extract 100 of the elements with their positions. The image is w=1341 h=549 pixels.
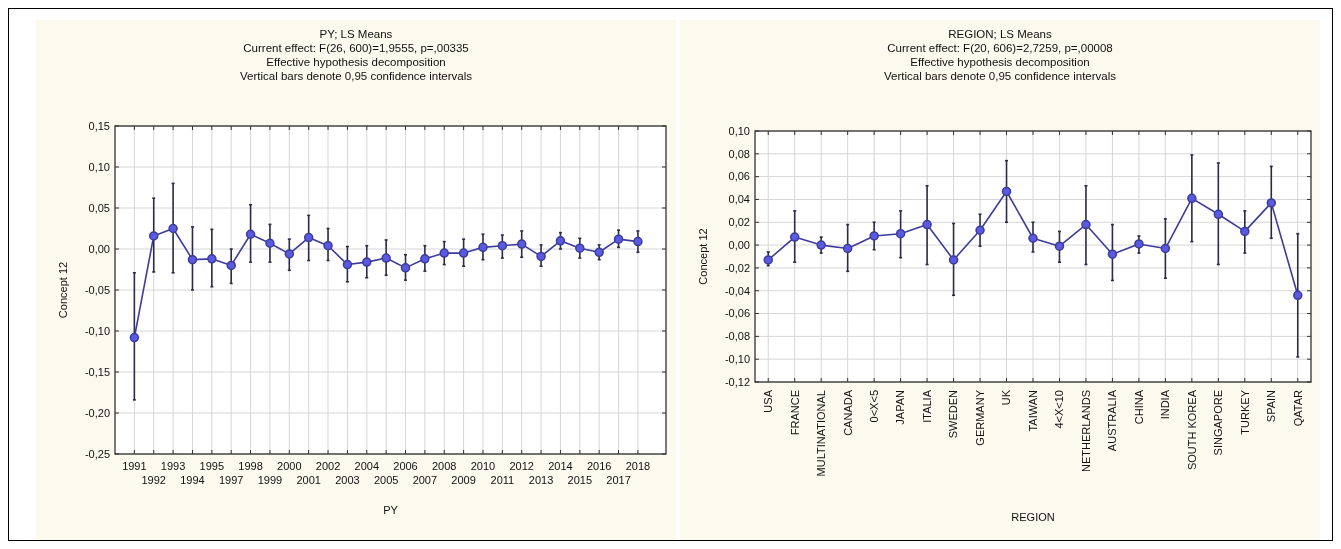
point	[1001, 186, 1012, 197]
point	[536, 251, 546, 262]
point	[763, 255, 773, 265]
x-tick-label: 4<X<10	[1053, 390, 1066, 429]
y-tick-label: -0,04	[724, 284, 750, 297]
point	[439, 248, 449, 258]
chart-title: PY; LS Means	[319, 28, 393, 40]
point	[148, 231, 159, 241]
point	[342, 259, 353, 270]
point	[265, 238, 275, 249]
x-tick-label: AUSTRALIA	[1106, 389, 1119, 452]
y-tick-label: -0,06	[724, 307, 750, 320]
point	[1107, 249, 1118, 259]
y-tick-label: 0,05	[88, 201, 110, 214]
chart-subtitle: Current effect: F(26, 600)=1,9555, p=,00335	[243, 42, 469, 54]
point	[458, 248, 469, 258]
y-axis-title: Concept 12	[57, 261, 69, 319]
x-tick-label: 2011	[490, 474, 515, 486]
x-tick-label: 2014	[548, 460, 573, 472]
x-tick-label: 1999	[257, 474, 283, 486]
y-tick-label: 0,06	[728, 170, 750, 183]
text: Vertical bars denote 0,95 confidence intervals	[883, 70, 1117, 82]
point	[975, 225, 985, 236]
point	[245, 229, 256, 239]
y-tick-label: 0,00	[88, 242, 110, 255]
point	[1293, 290, 1303, 301]
point	[1187, 193, 1197, 204]
y-tick-label: 0,00	[728, 238, 750, 251]
point	[381, 253, 391, 263]
x-tick-label: 2000	[277, 460, 302, 472]
x-tick-label: TURKEY	[1238, 389, 1251, 435]
x-tick-label: 2003	[335, 474, 360, 486]
point	[633, 236, 643, 247]
y-axis-title: Concept 12	[697, 228, 709, 285]
point	[1054, 241, 1065, 251]
y-tick-label: -0,12	[724, 375, 750, 388]
x-tick-label: GERMANY	[973, 389, 986, 446]
x-tick-label: 2007	[412, 474, 438, 486]
y-tick-label: -0,08	[724, 330, 750, 343]
point	[922, 219, 932, 230]
x-axis-title: REGION	[1011, 511, 1055, 523]
point	[575, 243, 585, 253]
x-tick-label: SWEDEN	[947, 389, 960, 439]
x-tick-label: 2012	[509, 460, 534, 472]
x-tick-label: CHINA	[1132, 389, 1145, 425]
x-tick-label: NETHERLANDS	[1079, 390, 1092, 472]
point	[816, 240, 826, 250]
point	[400, 263, 411, 273]
x-tick-label: SOUTH KOREA	[1185, 389, 1198, 471]
x-tick-label: 2001	[296, 474, 321, 486]
x-tick-label: 2005	[373, 474, 399, 486]
x-tick-label: ITALIA	[920, 389, 933, 423]
y-tick-label: -0,10	[724, 353, 750, 366]
point	[895, 228, 906, 239]
chart-subtitle: Current effect: F(20, 606)=2,7259, p=,00008	[887, 42, 1113, 54]
text: Effective hypothesis decomposition	[266, 56, 446, 68]
x-tick-label: SINGAPORE	[1212, 390, 1225, 456]
point	[1081, 219, 1091, 230]
point	[1134, 239, 1144, 249]
x-tick-label: 2017	[606, 474, 631, 486]
x-tick-label: 0<X<5	[867, 390, 880, 423]
point	[1160, 243, 1171, 254]
point	[284, 249, 295, 259]
point	[789, 232, 800, 242]
x-tick-label: 2004	[354, 460, 380, 472]
point	[323, 240, 333, 251]
point	[497, 240, 508, 251]
x-tick-label: 2016	[586, 460, 612, 472]
x-tick-label: TAIWAN	[1026, 389, 1039, 432]
y-tick-label: -0,05	[84, 283, 110, 296]
x-tick-label: 2015	[567, 474, 593, 486]
point	[226, 260, 236, 271]
y-tick-label: 0,10	[88, 160, 110, 173]
x-tick-label: 2018	[625, 460, 651, 472]
x-tick-label: 2008	[432, 460, 457, 472]
point	[420, 254, 430, 264]
x-tick-label: 2013	[528, 474, 554, 486]
point	[478, 242, 488, 253]
chart-title: REGION; LS Means	[948, 28, 1053, 40]
x-tick-label: JAPAN	[894, 389, 907, 425]
y-tick-label: -0,25	[84, 447, 110, 460]
x-tick-label: 1993	[160, 460, 186, 472]
y-tick-label: 0,10	[728, 124, 750, 137]
x-tick-label: SPAIN	[1265, 389, 1278, 423]
x-tick-label: 1995	[199, 460, 225, 472]
text: Vertical bars denote 0,95 confidence intervals	[239, 70, 473, 82]
x-tick-label: USA	[762, 389, 775, 413]
x-axis-title: PY	[383, 504, 399, 516]
y-tick-label: -0,02	[724, 261, 750, 274]
point	[869, 231, 879, 241]
x-tick-label: 1992	[141, 474, 166, 486]
x-tick-label: FRANCE	[788, 390, 801, 436]
y-tick-label: -0,20	[84, 406, 110, 419]
x-tick-label: 2002	[315, 460, 341, 472]
point	[594, 247, 604, 258]
point	[1266, 198, 1277, 208]
point	[168, 223, 178, 234]
point	[555, 236, 566, 246]
x-tick-label: 2006	[393, 460, 418, 472]
y-tick-label: 0,08	[728, 147, 750, 160]
